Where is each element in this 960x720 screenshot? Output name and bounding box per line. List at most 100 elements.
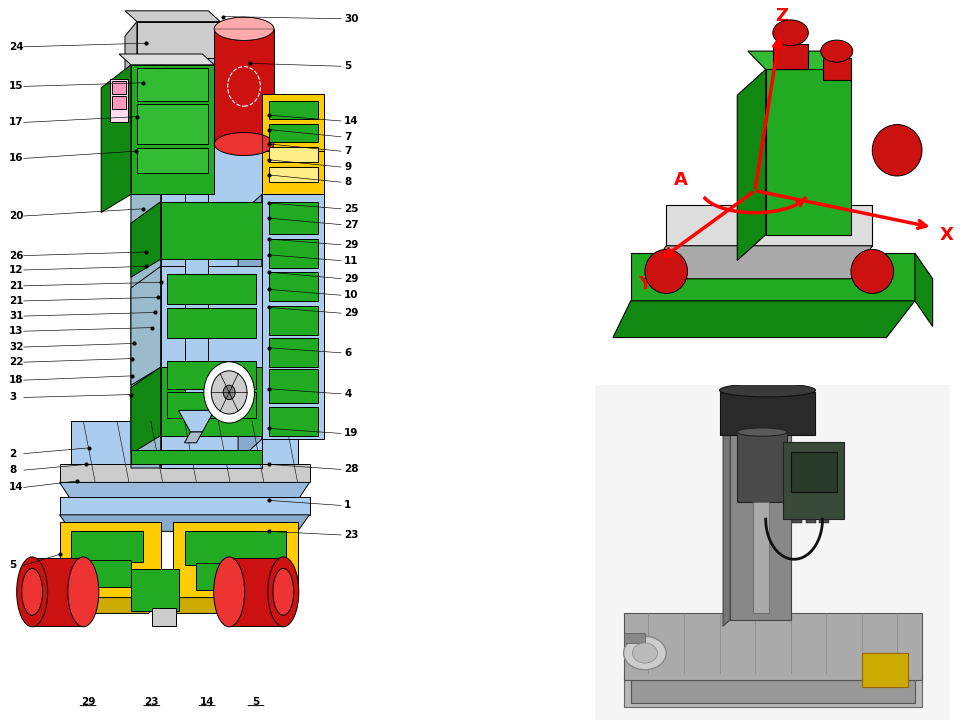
Polygon shape <box>631 253 915 301</box>
Text: 1: 1 <box>344 500 351 510</box>
Polygon shape <box>71 531 143 562</box>
Bar <box>819 510 829 516</box>
Polygon shape <box>60 497 309 515</box>
Ellipse shape <box>645 249 687 294</box>
Text: 22: 22 <box>9 357 23 367</box>
Text: 10: 10 <box>344 290 358 300</box>
Polygon shape <box>783 442 844 519</box>
Polygon shape <box>71 421 298 464</box>
Bar <box>805 518 816 523</box>
Text: 5: 5 <box>344 61 351 71</box>
Polygon shape <box>119 54 214 65</box>
Polygon shape <box>269 338 319 367</box>
Polygon shape <box>131 58 160 468</box>
Polygon shape <box>137 104 208 144</box>
Text: 7: 7 <box>344 132 351 142</box>
Polygon shape <box>167 361 256 389</box>
Polygon shape <box>173 598 298 613</box>
Bar <box>819 503 829 508</box>
Polygon shape <box>823 58 851 81</box>
Polygon shape <box>78 560 131 587</box>
Polygon shape <box>731 426 791 619</box>
Text: 6: 6 <box>344 348 351 358</box>
Polygon shape <box>160 202 262 259</box>
Polygon shape <box>152 608 176 626</box>
Bar <box>805 503 816 508</box>
Ellipse shape <box>214 557 245 626</box>
Polygon shape <box>131 202 160 277</box>
Polygon shape <box>60 464 309 482</box>
Polygon shape <box>184 194 208 410</box>
Ellipse shape <box>211 371 247 414</box>
Polygon shape <box>269 407 319 436</box>
Polygon shape <box>160 58 262 468</box>
Ellipse shape <box>873 125 922 176</box>
Ellipse shape <box>214 132 274 156</box>
Polygon shape <box>269 202 319 234</box>
Text: A: A <box>674 171 687 189</box>
Polygon shape <box>60 515 309 531</box>
Bar <box>624 633 645 643</box>
Polygon shape <box>112 96 126 109</box>
Ellipse shape <box>720 384 815 397</box>
Polygon shape <box>269 306 319 335</box>
Text: 21: 21 <box>9 296 23 306</box>
Text: 31: 31 <box>9 311 23 321</box>
Text: 32: 32 <box>9 342 23 352</box>
Text: 8: 8 <box>9 465 16 475</box>
Polygon shape <box>131 266 160 385</box>
Polygon shape <box>737 70 766 261</box>
Bar <box>792 503 803 508</box>
Ellipse shape <box>22 569 42 615</box>
Polygon shape <box>723 426 731 626</box>
Polygon shape <box>269 101 319 119</box>
Text: 28: 28 <box>344 464 358 474</box>
Ellipse shape <box>214 17 274 40</box>
Text: 7: 7 <box>344 146 351 156</box>
Ellipse shape <box>821 40 852 62</box>
Polygon shape <box>131 367 160 454</box>
Text: 14: 14 <box>344 116 359 126</box>
Polygon shape <box>624 673 922 706</box>
Polygon shape <box>269 369 319 403</box>
Polygon shape <box>60 482 309 500</box>
Text: 15: 15 <box>9 81 23 91</box>
Polygon shape <box>214 29 274 144</box>
Bar <box>805 510 816 516</box>
Polygon shape <box>179 410 214 432</box>
Ellipse shape <box>737 428 787 436</box>
Ellipse shape <box>214 17 274 40</box>
Polygon shape <box>60 522 160 598</box>
Polygon shape <box>915 253 932 327</box>
Polygon shape <box>167 308 256 338</box>
Polygon shape <box>269 124 319 142</box>
Text: 26: 26 <box>9 251 23 261</box>
Polygon shape <box>137 22 220 58</box>
Text: 2: 2 <box>9 449 16 459</box>
Polygon shape <box>773 44 808 70</box>
Bar <box>792 510 803 516</box>
Polygon shape <box>238 194 262 461</box>
Ellipse shape <box>16 557 48 626</box>
Text: 9: 9 <box>344 162 351 172</box>
Bar <box>792 518 803 523</box>
Polygon shape <box>184 432 203 443</box>
Ellipse shape <box>633 643 658 663</box>
Text: 29: 29 <box>344 308 358 318</box>
Ellipse shape <box>851 249 894 294</box>
Polygon shape <box>229 558 283 626</box>
Polygon shape <box>748 51 851 70</box>
Bar <box>805 495 816 500</box>
Polygon shape <box>766 70 851 235</box>
Text: 23: 23 <box>344 530 358 540</box>
Polygon shape <box>125 11 220 22</box>
Polygon shape <box>33 558 84 626</box>
Polygon shape <box>624 613 922 680</box>
Text: 21: 21 <box>9 281 23 291</box>
Text: 23: 23 <box>145 697 159 707</box>
Polygon shape <box>262 194 324 439</box>
Ellipse shape <box>68 557 99 626</box>
Text: 14: 14 <box>9 482 24 492</box>
Ellipse shape <box>773 20 808 45</box>
Text: 16: 16 <box>9 153 23 163</box>
